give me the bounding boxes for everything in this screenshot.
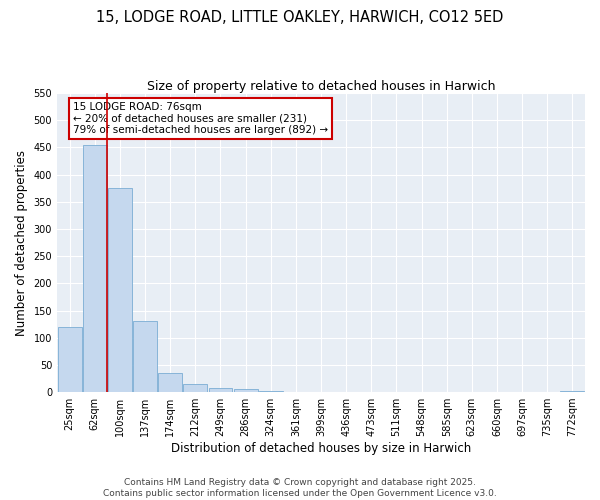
- Bar: [158, 373, 182, 392]
- Bar: [259, 391, 283, 392]
- Text: Contains HM Land Registry data © Crown copyright and database right 2025.
Contai: Contains HM Land Registry data © Crown c…: [103, 478, 497, 498]
- Y-axis label: Number of detached properties: Number of detached properties: [15, 150, 28, 336]
- Bar: [133, 322, 157, 392]
- Bar: [58, 327, 82, 392]
- Text: 15 LODGE ROAD: 76sqm
← 20% of detached houses are smaller (231)
79% of semi-deta: 15 LODGE ROAD: 76sqm ← 20% of detached h…: [73, 102, 328, 135]
- Bar: [233, 390, 257, 392]
- Bar: [184, 384, 207, 392]
- Bar: [560, 391, 584, 392]
- Bar: [108, 188, 132, 392]
- Text: 15, LODGE ROAD, LITTLE OAKLEY, HARWICH, CO12 5ED: 15, LODGE ROAD, LITTLE OAKLEY, HARWICH, …: [97, 10, 503, 25]
- X-axis label: Distribution of detached houses by size in Harwich: Distribution of detached houses by size …: [171, 442, 471, 455]
- Bar: [83, 144, 107, 392]
- Bar: [209, 388, 232, 392]
- Title: Size of property relative to detached houses in Harwich: Size of property relative to detached ho…: [147, 80, 495, 93]
